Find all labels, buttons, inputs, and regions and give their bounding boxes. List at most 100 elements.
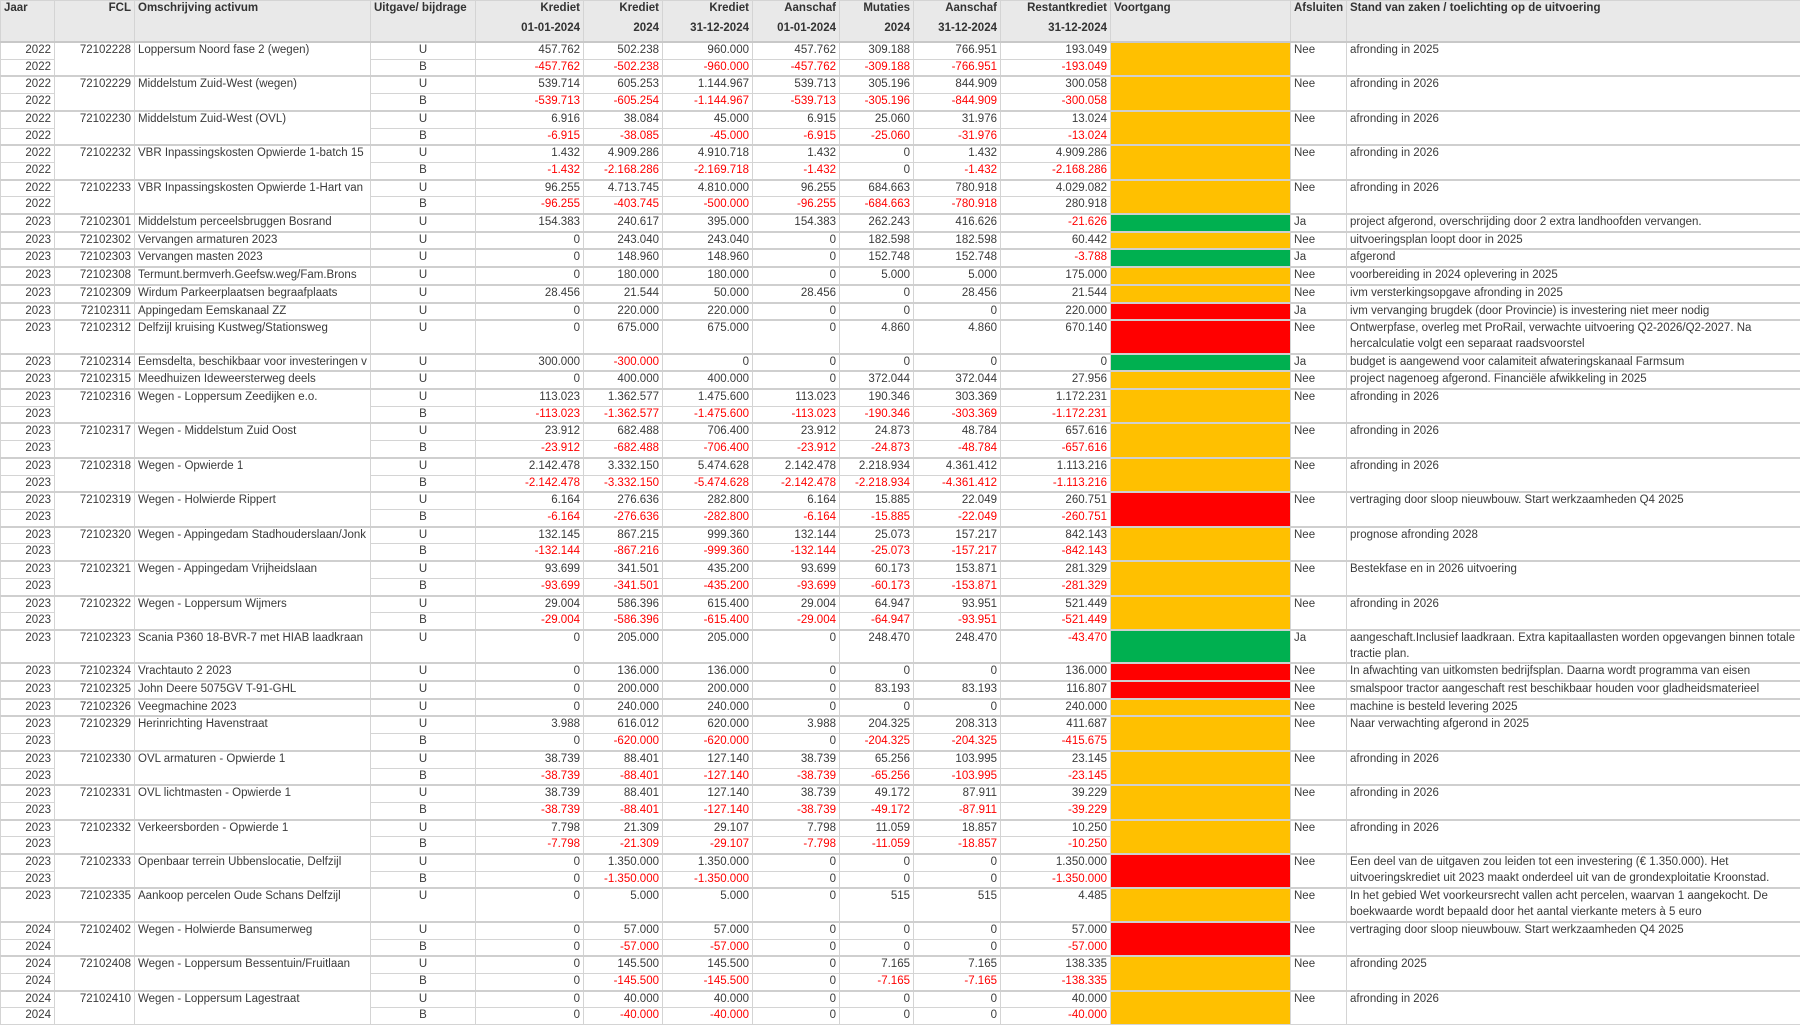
cell-jaar[interactable]: 2023 bbox=[1, 371, 55, 389]
cell-krediet-3112[interactable]: -500.000 bbox=[663, 197, 753, 214]
cell-krediet-2024[interactable]: 276.636 bbox=[584, 492, 663, 509]
cell-aanschaf-3112[interactable]: 22.049 bbox=[914, 492, 1001, 509]
cell-krediet-2024[interactable]: -620.000 bbox=[584, 734, 663, 751]
cell-krediet-3112[interactable]: -127.140 bbox=[663, 802, 753, 819]
cell-afsluiten[interactable]: Nee bbox=[1291, 888, 1347, 921]
cell-krediet-0101[interactable]: 0 bbox=[476, 922, 584, 939]
cell-mutaties-2024[interactable]: 0 bbox=[840, 939, 914, 956]
cell-uitgave-bijdrage[interactable]: B bbox=[371, 973, 476, 990]
cell-aanschaf-3112[interactable]: 87.911 bbox=[914, 785, 1001, 802]
cell-krediet-0101[interactable]: 0 bbox=[476, 956, 584, 973]
cell-mutaties-2024[interactable]: 7.165 bbox=[840, 956, 914, 973]
cell-aanschaf-3112[interactable]: 766.951 bbox=[914, 42, 1001, 59]
cell-omschrijving[interactable]: Wegen - Loppersum Zeedijken e.o. bbox=[135, 389, 371, 423]
cell-fcl[interactable]: 72102329 bbox=[55, 716, 135, 750]
cell-aanschaf-0101[interactable]: -7.798 bbox=[753, 837, 840, 854]
cell-krediet-0101[interactable]: -93.699 bbox=[476, 578, 584, 595]
cell-jaar[interactable]: 2023 bbox=[1, 561, 55, 578]
cell-fcl[interactable]: 72102331 bbox=[55, 785, 135, 819]
cell-aanschaf-0101[interactable]: 93.699 bbox=[753, 561, 840, 578]
cell-krediet-0101[interactable]: 0 bbox=[476, 973, 584, 990]
cell-voortgang-status[interactable] bbox=[1111, 888, 1291, 921]
cell-afsluiten[interactable]: Nee bbox=[1291, 699, 1347, 717]
cell-krediet-2024[interactable]: -88.401 bbox=[584, 802, 663, 819]
cell-aanschaf-0101[interactable]: 7.798 bbox=[753, 820, 840, 837]
cell-aanschaf-3112[interactable]: 7.165 bbox=[914, 956, 1001, 973]
cell-krediet-0101[interactable]: -96.255 bbox=[476, 197, 584, 214]
cell-afsluiten[interactable]: Nee bbox=[1291, 320, 1347, 353]
cell-voortgang-status[interactable] bbox=[1111, 285, 1291, 303]
cell-voortgang-status[interactable] bbox=[1111, 630, 1291, 663]
cell-omschrijving[interactable]: Wegen - Appingedam Vrijheidslaan bbox=[135, 561, 371, 595]
cell-krediet-2024[interactable]: 57.000 bbox=[584, 922, 663, 939]
cell-fcl[interactable]: 72102402 bbox=[55, 922, 135, 956]
col-header-fcl[interactable]: FCL bbox=[55, 1, 135, 43]
cell-aanschaf-0101[interactable]: 457.762 bbox=[753, 42, 840, 59]
cell-restantkrediet[interactable]: -2.168.286 bbox=[1001, 162, 1111, 179]
cell-uitgave-bijdrage[interactable]: U bbox=[371, 389, 476, 406]
cell-voortgang-status[interactable] bbox=[1111, 371, 1291, 389]
cell-aanschaf-0101[interactable]: 0 bbox=[753, 956, 840, 973]
cell-jaar[interactable]: 2023 bbox=[1, 267, 55, 285]
cell-omschrijving[interactable]: Middelstum Zuid-West (OVL) bbox=[135, 111, 371, 145]
cell-aanschaf-3112[interactable]: 780.918 bbox=[914, 180, 1001, 197]
cell-fcl[interactable]: 72102232 bbox=[55, 145, 135, 179]
cell-krediet-2024[interactable]: 867.215 bbox=[584, 527, 663, 544]
cell-krediet-3112[interactable]: 50.000 bbox=[663, 285, 753, 303]
cell-fcl[interactable]: 72102408 bbox=[55, 956, 135, 990]
cell-voortgang-status[interactable] bbox=[1111, 389, 1291, 423]
cell-toelichting[interactable]: machine is besteld levering 2025 bbox=[1347, 699, 1800, 717]
cell-krediet-2024[interactable]: 3.332.150 bbox=[584, 458, 663, 475]
cell-mutaties-2024[interactable]: 0 bbox=[840, 922, 914, 939]
cell-aanschaf-0101[interactable]: -93.699 bbox=[753, 578, 840, 595]
cell-restantkrediet[interactable]: -281.329 bbox=[1001, 578, 1111, 595]
cell-krediet-3112[interactable]: 127.140 bbox=[663, 751, 753, 768]
cell-aanschaf-3112[interactable]: 4.361.412 bbox=[914, 458, 1001, 475]
cell-jaar[interactable]: 2022 bbox=[1, 94, 55, 111]
cell-uitgave-bijdrage[interactable]: B bbox=[371, 162, 476, 179]
cell-fcl[interactable]: 72102335 bbox=[55, 888, 135, 921]
cell-jaar[interactable]: 2023 bbox=[1, 492, 55, 509]
cell-uitgave-bijdrage[interactable]: B bbox=[371, 578, 476, 595]
cell-restantkrediet[interactable]: -521.449 bbox=[1001, 613, 1111, 630]
cell-jaar[interactable]: 2024 bbox=[1, 956, 55, 973]
cell-krediet-0101[interactable]: 154.383 bbox=[476, 214, 584, 232]
cell-aanschaf-0101[interactable]: 0 bbox=[753, 232, 840, 250]
cell-mutaties-2024[interactable]: 25.060 bbox=[840, 111, 914, 128]
cell-toelichting[interactable]: afronding in 2026 bbox=[1347, 180, 1800, 214]
cell-uitgave-bijdrage[interactable]: B bbox=[371, 734, 476, 751]
cell-voortgang-status[interactable] bbox=[1111, 561, 1291, 595]
cell-aanschaf-0101[interactable]: 96.255 bbox=[753, 180, 840, 197]
cell-mutaties-2024[interactable]: 0 bbox=[840, 354, 914, 372]
cell-omschrijving[interactable]: Wegen - Opwierde 1 bbox=[135, 458, 371, 492]
col-header-stand[interactable]: Stand van zaken / toelichting op de uitv… bbox=[1347, 1, 1800, 43]
cell-krediet-3112[interactable]: 435.200 bbox=[663, 561, 753, 578]
cell-toelichting[interactable]: voorbereiding in 2024 oplevering in 2025 bbox=[1347, 267, 1800, 285]
cell-mutaties-2024[interactable]: 190.346 bbox=[840, 389, 914, 406]
cell-krediet-0101[interactable]: 3.988 bbox=[476, 716, 584, 733]
cell-krediet-0101[interactable]: -132.144 bbox=[476, 544, 584, 561]
cell-fcl[interactable]: 72102230 bbox=[55, 111, 135, 145]
cell-mutaties-2024[interactable]: -2.218.934 bbox=[840, 475, 914, 492]
cell-aanschaf-3112[interactable]: -87.911 bbox=[914, 802, 1001, 819]
cell-krediet-3112[interactable]: 127.140 bbox=[663, 785, 753, 802]
cell-afsluiten[interactable]: Nee bbox=[1291, 371, 1347, 389]
cell-aanschaf-0101[interactable]: 6.915 bbox=[753, 111, 840, 128]
cell-aanschaf-3112[interactable]: -204.325 bbox=[914, 734, 1001, 751]
cell-uitgave-bijdrage[interactable]: U bbox=[371, 820, 476, 837]
cell-restantkrediet[interactable]: 1.113.216 bbox=[1001, 458, 1111, 475]
cell-mutaties-2024[interactable]: -204.325 bbox=[840, 734, 914, 751]
cell-afsluiten[interactable]: Nee bbox=[1291, 785, 1347, 819]
cell-krediet-2024[interactable]: -300.000 bbox=[584, 354, 663, 372]
cell-restantkrediet[interactable]: 670.140 bbox=[1001, 320, 1111, 353]
cell-voortgang-status[interactable] bbox=[1111, 423, 1291, 457]
cell-aanschaf-3112[interactable]: 0 bbox=[914, 663, 1001, 681]
cell-voortgang-status[interactable] bbox=[1111, 716, 1291, 750]
cell-aanschaf-0101[interactable]: -457.762 bbox=[753, 59, 840, 76]
cell-voortgang-status[interactable] bbox=[1111, 354, 1291, 372]
cell-aanschaf-3112[interactable]: -103.995 bbox=[914, 768, 1001, 785]
cell-krediet-0101[interactable]: -539.713 bbox=[476, 94, 584, 111]
cell-aanschaf-3112[interactable]: 0 bbox=[914, 699, 1001, 717]
cell-omschrijving[interactable]: Aankoop percelen Oude Schans Delfzijl bbox=[135, 888, 371, 921]
